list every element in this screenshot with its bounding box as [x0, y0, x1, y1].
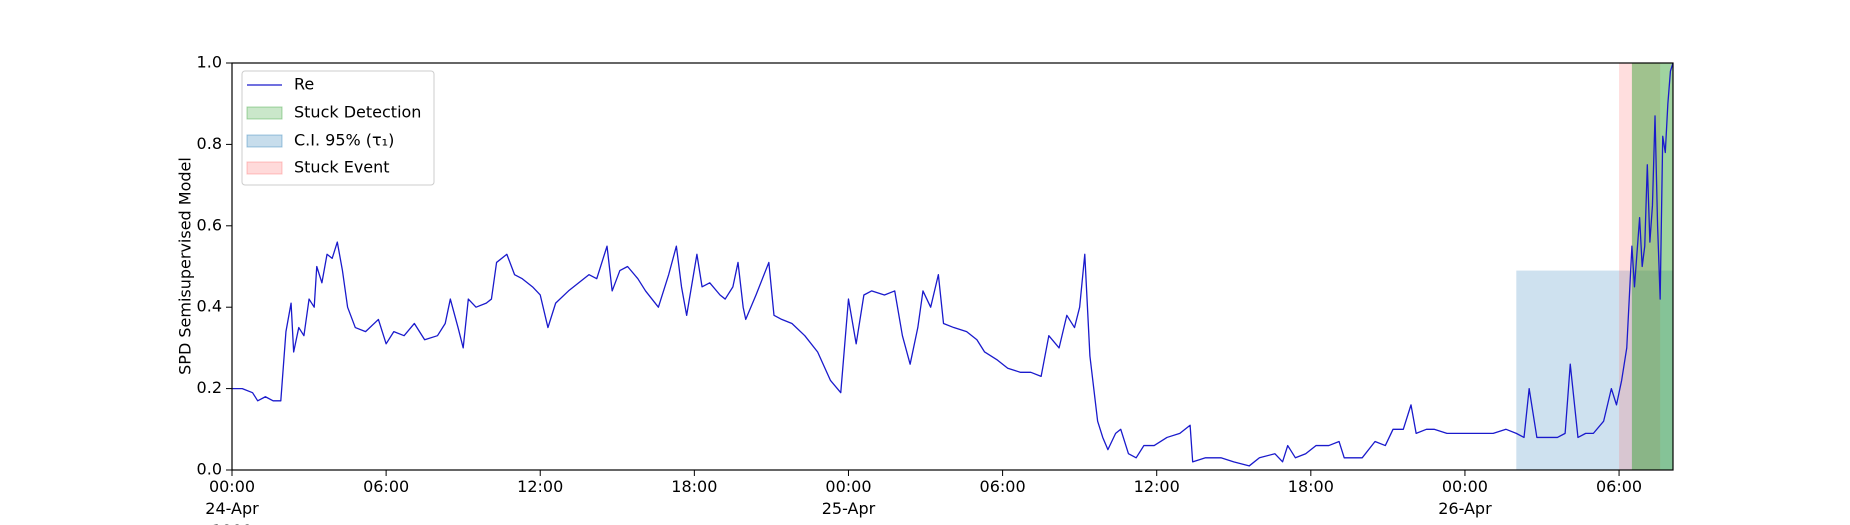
x-tick-label: 18:00 [671, 477, 717, 496]
x-tick-label: 06:00 [1596, 477, 1642, 496]
plot-frame [231, 62, 1674, 471]
x-tick-label: 12:00 [517, 477, 563, 496]
y-tick-label: 0.4 [197, 297, 222, 316]
legend-swatch [246, 134, 283, 148]
x-tick-label: 06:00 [980, 477, 1026, 496]
y-tick-label: 0.0 [197, 460, 222, 479]
legend-swatch [246, 161, 283, 175]
y-tick-label: 1.0 [197, 53, 222, 72]
span [1516, 270, 1673, 470]
span [1619, 63, 1661, 470]
x-tick-label: 00:00 25-Apr [822, 477, 876, 518]
legend-swatch [246, 106, 283, 120]
legend: Re Stuck Detection C.I. 95% (τ₁) Stuck Even… [241, 70, 435, 186]
x-tick-label: 18:00 [1288, 477, 1334, 496]
y-axis-label: SPD Semisupervised Model [176, 157, 195, 375]
legend-label: C.I. 95% (τ₁) [294, 131, 394, 150]
legend-label: Stuck Detection [294, 103, 421, 122]
legend-label: Re [294, 75, 314, 94]
y-tick-label: 0.8 [197, 134, 222, 153]
x-tick-label: 12:00 [1134, 477, 1180, 496]
data-line [232, 62, 1674, 467]
x-tick-label: 06:00 [363, 477, 409, 496]
y-tick-label: 0.2 [197, 378, 222, 397]
y-tick-label: 0.6 [197, 215, 222, 234]
x-tick-label: 00:00 26-Apr [1438, 477, 1492, 518]
legend-box [241, 70, 435, 186]
legend-label: Stuck Event [294, 158, 390, 177]
